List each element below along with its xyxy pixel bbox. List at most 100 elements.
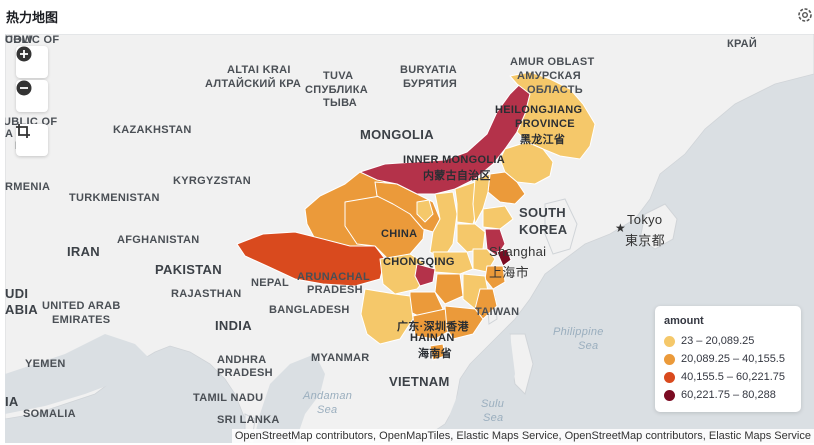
- label-bangladesh: BANGLADESH: [269, 304, 350, 316]
- label-pradesh: PRADESH: [307, 284, 363, 296]
- map-attribution[interactable]: OpenStreetMap contributors, OpenMapTiles…: [231, 429, 814, 443]
- label-india: INDIA: [215, 318, 252, 333]
- label-andaman-sea: Sea: [317, 404, 338, 416]
- label-abia: ABIA: [5, 302, 38, 317]
- label-hainan-cn: 海南省: [418, 348, 452, 360]
- label-heilongjiang: HEILONGJIANG: [495, 104, 583, 116]
- legend-item: 60,221.75 – 80,288: [664, 387, 776, 403]
- province-fujian[interactable]: [474, 288, 498, 320]
- label-afghanistan: AFGHANISTAN: [117, 234, 200, 246]
- label-tokyo-jp: 東京都: [625, 233, 665, 248]
- label-udi: UDI: [5, 286, 29, 301]
- province-shandong[interactable]: [482, 205, 514, 230]
- legend-title: amount: [664, 315, 704, 327]
- china-provinces: [236, 71, 596, 361]
- label-yemen: YEMEN: [25, 358, 66, 370]
- minus-icon: [16, 80, 32, 96]
- label-chongqing: CHONGQING: [383, 256, 455, 268]
- label-amur-oblast: AMUR OBLAST: [510, 56, 595, 68]
- zoom-out-button[interactable]: [16, 80, 48, 112]
- japan-island: [639, 203, 678, 250]
- province-jiangsu[interactable]: [484, 228, 506, 257]
- province-yunnan[interactable]: [360, 288, 414, 345]
- label-kazakhstan: KAZAKHSTAN: [113, 124, 192, 136]
- label-guangdong-cn: 广东·深圳香港: [397, 321, 469, 333]
- legend-label: 60,221.75 – 80,288: [681, 389, 776, 401]
- province-heilongjiang[interactable]: [509, 71, 596, 160]
- label-korea: KOREA: [519, 222, 568, 237]
- legend-swatch: [664, 389, 675, 401]
- basemap-svg: ★: [5, 34, 814, 443]
- label-china: CHINA: [381, 228, 418, 240]
- label-cow: COW: [5, 34, 33, 46]
- label-amur-cyr2: ОБЛАСТЬ: [527, 84, 583, 96]
- label-buryatia: BURYATIA: [400, 64, 457, 76]
- label-sri-lanka: SRI LANKA: [217, 414, 280, 426]
- label-ia: IA: [5, 394, 19, 409]
- label-shanghai-cn: 上海市: [489, 265, 529, 280]
- map-canvas[interactable]: ★ COW UBLIC OF UBLIC OF A ИЯ AMUR OBLAST…: [5, 34, 814, 443]
- label-pakistan: PAKISTAN: [155, 262, 222, 277]
- korea-peninsula: [544, 198, 578, 255]
- legend-swatch: [664, 335, 675, 347]
- label-ublic: UBLIC OF: [5, 34, 60, 46]
- plus-icon: [16, 46, 32, 62]
- province-guangdong[interactable]: [444, 305, 484, 340]
- label-province: PROVINCE: [515, 118, 575, 130]
- label-rmenia: RMENIA: [5, 181, 51, 193]
- label-sulu-sea: Sea: [483, 412, 504, 424]
- legend-swatch: [664, 353, 675, 365]
- fit-bounds-button[interactable]: [16, 124, 48, 156]
- label-vietnam: VIETNAM: [389, 374, 450, 389]
- province-chongqing[interactable]: [414, 263, 436, 287]
- label-tokyo: Tokyo: [627, 212, 663, 227]
- label-south: SOUTH: [519, 205, 566, 220]
- province-hunan[interactable]: [434, 273, 464, 305]
- south-china-sea: [445, 334, 515, 443]
- legend-item: 40,155.5 – 60,221.75: [664, 369, 785, 385]
- panel-header: 热力地图: [0, 0, 814, 34]
- province-shanghai[interactable]: [496, 248, 512, 267]
- label-taiwan: TAIWAN: [475, 306, 520, 318]
- label-buryatia-cyr: БУРЯТИЯ: [403, 78, 458, 90]
- label-mongolia: MONGOLIA: [360, 127, 434, 142]
- label-heilongjiang-cn: 黑龙江省: [520, 134, 566, 146]
- label-andhra-pradesh: PRADESH: [217, 367, 273, 379]
- label-arunachal: ARUNACHAL: [297, 271, 370, 283]
- crop-icon: [16, 124, 30, 138]
- label-inner-mongolia: INNER MONGOLIA: [403, 154, 505, 166]
- bay-of-bengal: [253, 354, 325, 443]
- label-inner-mongolia-cn: 内蒙古自治区: [423, 170, 491, 182]
- map-legend: amount 23 – 20,089.25 20,089.25 – 40,155…: [655, 306, 801, 412]
- label-rajasthan: RAJASTHAN: [171, 288, 242, 300]
- gear-icon[interactable]: [796, 6, 814, 24]
- label-tuva-cyr: СПУБЛИКА: [305, 84, 369, 96]
- label-philippine: Philippine: [553, 326, 604, 338]
- province-jilin[interactable]: [499, 141, 554, 185]
- label-myanmar: MYANMAR: [311, 352, 370, 364]
- label-amur-cyr: АМУРСКАЯ: [517, 70, 581, 82]
- province-guangxi[interactable]: [412, 308, 454, 340]
- label-andhra: ANDHRA: [217, 354, 267, 366]
- label-kyrgyzstan: KYRGYZSTAN: [173, 175, 251, 187]
- label-philippine-sea: Sea: [578, 340, 599, 352]
- label-tuva: TUVA: [323, 70, 354, 82]
- province-hainan[interactable]: [429, 343, 446, 361]
- legend-label: 23 – 20,089.25: [681, 335, 755, 347]
- label-shanghai: Shanghai: [489, 244, 547, 259]
- legend-item: 20,089.25 – 40,155.5: [664, 351, 785, 367]
- label-united-arab: UNITED ARAB: [42, 300, 121, 312]
- label-a: A: [5, 128, 14, 140]
- label-andaman: Andaman: [303, 390, 353, 402]
- label-tamil-nadu: TAMIL NADU: [193, 392, 264, 404]
- zoom-in-button[interactable]: [16, 46, 48, 78]
- province-liaoning[interactable]: [487, 171, 526, 205]
- label-emirates: EMIRATES: [52, 314, 111, 326]
- province-ningxia[interactable]: [416, 199, 434, 223]
- legend-swatch: [664, 371, 675, 383]
- label-krai: КРАЙ: [727, 38, 758, 50]
- label-nepal: NEPAL: [251, 277, 289, 289]
- label-hainan: HAINAN: [410, 332, 455, 344]
- label-somalia: SOMALIA: [23, 408, 76, 420]
- label-sulu: Sulu: [481, 398, 505, 410]
